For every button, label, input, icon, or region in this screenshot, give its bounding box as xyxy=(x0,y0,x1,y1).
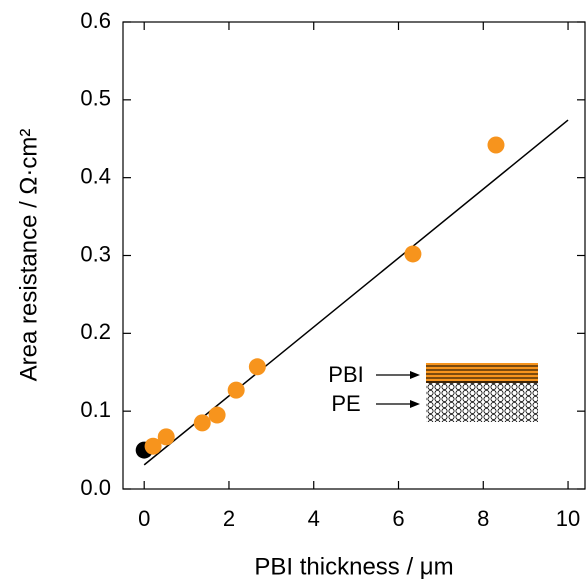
point xyxy=(208,406,226,424)
point xyxy=(404,245,422,263)
point xyxy=(193,414,211,432)
x-tick-label: 0 xyxy=(138,506,150,531)
y-tick-label: 0.6 xyxy=(80,8,111,33)
y-tick-label: 0.5 xyxy=(80,86,111,111)
pe-label: PE xyxy=(331,391,360,416)
x-tick-label: 4 xyxy=(308,506,320,531)
point xyxy=(248,358,266,376)
x-tick-label: 2 xyxy=(223,506,235,531)
y-tick-label: 0.1 xyxy=(80,397,111,422)
x-tick-label: 10 xyxy=(556,506,580,531)
y-axis-label: Area resistance / Ω·cm² xyxy=(15,129,42,382)
y-tick-label: 0.2 xyxy=(80,319,111,344)
x-axis-label: PBI thickness / μm xyxy=(254,553,453,580)
inset-schematic: PBI PE xyxy=(328,362,538,422)
x-tick-label: 6 xyxy=(392,506,404,531)
y-tick-label: 0.0 xyxy=(80,475,111,500)
x-tick-label: 8 xyxy=(477,506,489,531)
point xyxy=(227,381,245,399)
point xyxy=(144,437,162,455)
y-tick-label: 0.3 xyxy=(80,241,111,266)
pe-layer xyxy=(426,383,538,422)
pbi-label: PBI xyxy=(328,362,363,387)
point xyxy=(487,136,505,154)
point xyxy=(157,428,175,446)
y-tick-label: 0.4 xyxy=(80,163,111,188)
